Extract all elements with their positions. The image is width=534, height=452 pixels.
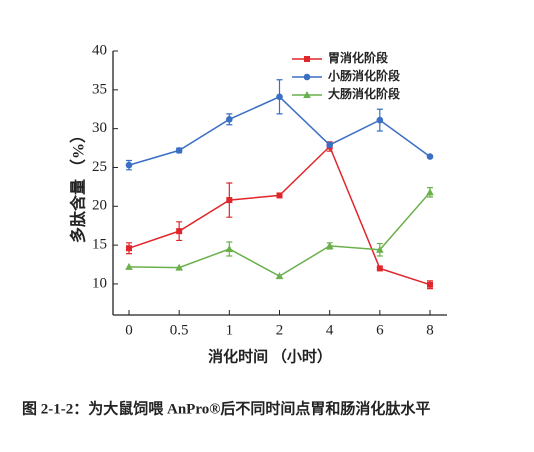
marker — [125, 262, 133, 270]
marker — [126, 245, 132, 252]
marker — [303, 73, 311, 81]
marker — [226, 116, 233, 123]
marker — [427, 281, 433, 288]
y-tick-label: 10 — [92, 275, 107, 291]
marker — [226, 197, 233, 204]
marker — [426, 188, 434, 196]
legend-label: 胃消化阶段 — [328, 50, 389, 65]
y-tick-label: 35 — [92, 81, 107, 97]
marker — [303, 91, 311, 98]
x-tick-label: 8 — [426, 322, 434, 338]
marker — [376, 245, 384, 253]
marker — [176, 228, 183, 235]
y-tick-label: 25 — [92, 159, 107, 175]
marker — [175, 263, 183, 271]
x-tick-label: 2 — [276, 322, 284, 338]
marker — [426, 153, 434, 160]
x-tick-label: 0.5 — [170, 322, 189, 338]
marker — [304, 56, 310, 62]
x-axis-label: 消化时间 （小时） — [208, 347, 332, 365]
series-line — [128, 145, 431, 286]
marker — [275, 272, 284, 280]
marker — [325, 241, 334, 249]
legend-label: 小肠消化阶段 — [328, 68, 401, 83]
x-tick-label: 0 — [125, 322, 133, 338]
y-tick-label: 20 — [92, 198, 107, 214]
caption: 图 2-1-2：为大鼠饲喂 AnPro®后不同时间点胃和肠消化肽水平 — [22, 399, 430, 417]
marker — [125, 161, 133, 169]
y-tick-label: 40 — [92, 42, 107, 58]
marker — [175, 147, 183, 154]
x-tick-label: 4 — [326, 322, 334, 338]
marker — [376, 265, 383, 272]
y-tick-label: 30 — [92, 120, 107, 136]
y-axis-label: 多肽含量 （%） — [69, 127, 88, 243]
x-tick-label: 6 — [376, 322, 384, 338]
legend-label: 大肠消化阶段 — [328, 86, 401, 101]
marker — [225, 245, 234, 252]
x-tick-label: 1 — [226, 322, 234, 338]
series-line — [128, 191, 431, 278]
marker — [376, 116, 384, 124]
marker — [326, 141, 333, 149]
marker — [276, 192, 283, 199]
y-tick-label: 15 — [92, 237, 107, 253]
marker — [276, 93, 283, 101]
